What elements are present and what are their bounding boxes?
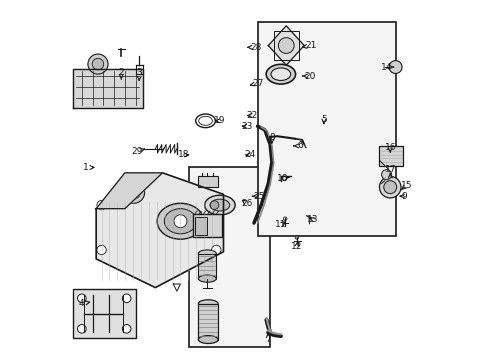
Text: 5: 5 xyxy=(321,114,327,123)
Text: 29: 29 xyxy=(132,147,143,156)
Text: 10: 10 xyxy=(277,174,289,183)
Bar xyxy=(198,253,216,279)
Circle shape xyxy=(77,324,86,333)
Circle shape xyxy=(210,201,219,210)
Polygon shape xyxy=(96,173,223,288)
Ellipse shape xyxy=(205,195,235,215)
Text: 19: 19 xyxy=(214,116,226,125)
Text: 6: 6 xyxy=(298,141,303,150)
Text: 25: 25 xyxy=(254,192,265,201)
Bar xyxy=(193,214,221,237)
Polygon shape xyxy=(96,173,163,209)
Text: 17: 17 xyxy=(385,165,396,174)
Circle shape xyxy=(122,294,131,303)
Bar xyxy=(198,304,218,339)
Bar xyxy=(198,176,218,187)
Bar xyxy=(258,22,395,235)
Text: 14: 14 xyxy=(381,63,392,72)
Text: 9: 9 xyxy=(402,192,408,201)
Ellipse shape xyxy=(164,209,196,234)
Circle shape xyxy=(122,324,131,333)
Text: 22: 22 xyxy=(246,111,258,120)
Circle shape xyxy=(123,182,145,203)
Ellipse shape xyxy=(271,68,291,81)
Text: 26: 26 xyxy=(241,199,252,208)
Bar xyxy=(274,31,299,60)
Circle shape xyxy=(379,176,401,198)
Bar xyxy=(195,217,207,234)
Bar xyxy=(190,167,270,347)
Circle shape xyxy=(212,245,221,255)
Bar xyxy=(73,289,136,338)
Circle shape xyxy=(295,235,299,239)
Text: 3: 3 xyxy=(136,68,142,77)
Text: 2: 2 xyxy=(119,68,124,77)
Circle shape xyxy=(389,60,402,73)
Text: 11: 11 xyxy=(275,220,287,229)
Circle shape xyxy=(278,38,294,53)
Text: 16: 16 xyxy=(385,143,396,152)
Text: 18: 18 xyxy=(178,150,190,159)
Text: 8: 8 xyxy=(269,133,275,142)
Ellipse shape xyxy=(210,199,230,211)
Circle shape xyxy=(88,54,108,74)
Text: 4: 4 xyxy=(79,299,85,308)
Text: 1: 1 xyxy=(82,163,88,172)
Text: 7: 7 xyxy=(266,335,271,344)
Text: 24: 24 xyxy=(245,150,256,159)
Ellipse shape xyxy=(198,275,216,282)
Ellipse shape xyxy=(198,336,218,343)
Ellipse shape xyxy=(266,64,295,84)
Ellipse shape xyxy=(157,203,204,239)
Circle shape xyxy=(97,201,106,210)
Text: 20: 20 xyxy=(304,72,315,81)
Text: 13: 13 xyxy=(307,215,319,224)
Text: 23: 23 xyxy=(241,122,252,131)
Bar xyxy=(379,146,403,166)
Circle shape xyxy=(174,215,187,228)
Text: 21: 21 xyxy=(306,41,317,50)
Text: 12: 12 xyxy=(292,242,303,251)
Circle shape xyxy=(382,170,392,180)
Circle shape xyxy=(384,181,397,194)
Ellipse shape xyxy=(198,300,218,308)
Circle shape xyxy=(92,58,104,70)
Text: 27: 27 xyxy=(252,79,263,88)
Circle shape xyxy=(97,245,106,255)
Circle shape xyxy=(282,176,287,181)
Text: 28: 28 xyxy=(250,43,262,52)
Polygon shape xyxy=(269,26,304,65)
Circle shape xyxy=(127,186,140,199)
Ellipse shape xyxy=(198,250,216,257)
Text: 15: 15 xyxy=(401,181,412,190)
Circle shape xyxy=(283,217,287,221)
Circle shape xyxy=(77,294,86,303)
Polygon shape xyxy=(73,69,143,108)
